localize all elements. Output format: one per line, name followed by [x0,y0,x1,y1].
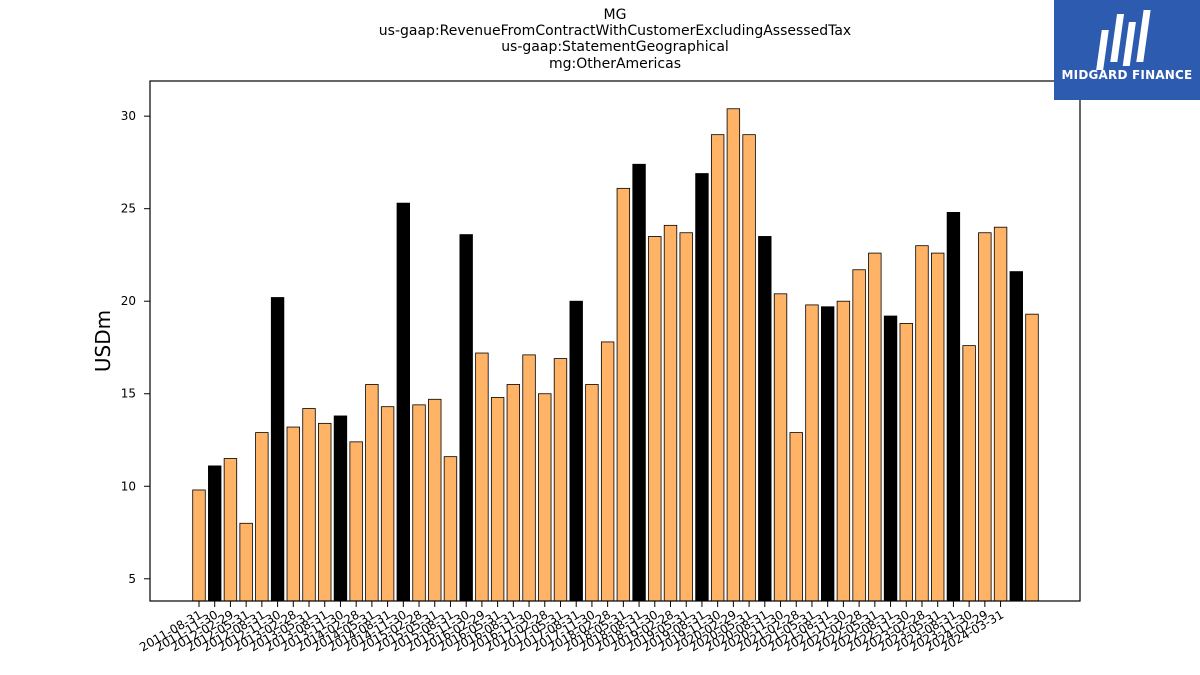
y-tick-label: 25 [121,202,136,216]
bar [490,397,505,602]
bar [1025,313,1039,602]
chart-title-line-2: us-gaap:RevenueFromContractWithCustomerE… [378,23,852,39]
bar [349,441,363,602]
bar [412,404,426,602]
bar [632,163,646,602]
bar [270,297,285,602]
y-tick-label: 5 [128,572,136,586]
bar [506,384,521,602]
bar [365,384,379,602]
bar [836,300,851,602]
bar [695,173,709,602]
bar [742,134,756,602]
chart-title-line-1: MG [603,7,627,23]
bar [663,224,678,602]
y-tick-label: 15 [121,387,136,401]
chart-title-line-3: us-gaap:StatementGeographical [501,39,729,55]
midgard-finance-logo: MIDGARD FINANCE [1054,0,1200,100]
bar [239,522,253,602]
bar [773,293,788,602]
bar [648,236,662,602]
logo-text: MIDGARD FINANCE [1061,68,1193,82]
y-tick-label: 30 [121,109,136,123]
bar [899,323,913,602]
bar [883,315,898,602]
bar [538,393,552,602]
bar [569,300,583,602]
bar [978,232,992,602]
y-tick-label: 10 [121,479,136,493]
bar [333,415,348,602]
y-tick-label: 20 [121,294,136,308]
bar [428,398,442,602]
bar [475,352,489,602]
bar [931,252,945,602]
bar [318,422,332,602]
y-axis-label: USDm [91,310,115,372]
plot-frame [149,80,1081,602]
bar [679,232,693,602]
bar [758,236,772,602]
bar [962,345,976,602]
bar [993,226,1008,602]
bar [616,187,631,602]
bar [522,354,536,602]
bar [459,234,473,602]
bar [286,426,300,602]
bar [600,341,615,602]
bar [208,465,222,602]
chart-title-line-4: mg:OtherAmericas [548,56,682,72]
bar [380,406,395,602]
bar [852,269,866,602]
bar [553,358,568,602]
bar [255,432,269,602]
bar [302,408,316,602]
bar [223,458,238,602]
bar [1009,271,1023,602]
bar [585,384,599,602]
bar [805,304,819,602]
bar [915,245,929,602]
bar [443,456,458,602]
bar [192,489,206,602]
bar [726,108,741,602]
bar [868,252,882,602]
bar [396,202,410,602]
midgard-logo-icon [1096,10,1151,70]
bar [946,211,961,602]
bar [820,306,835,602]
bar [710,134,725,602]
bar [789,432,803,602]
